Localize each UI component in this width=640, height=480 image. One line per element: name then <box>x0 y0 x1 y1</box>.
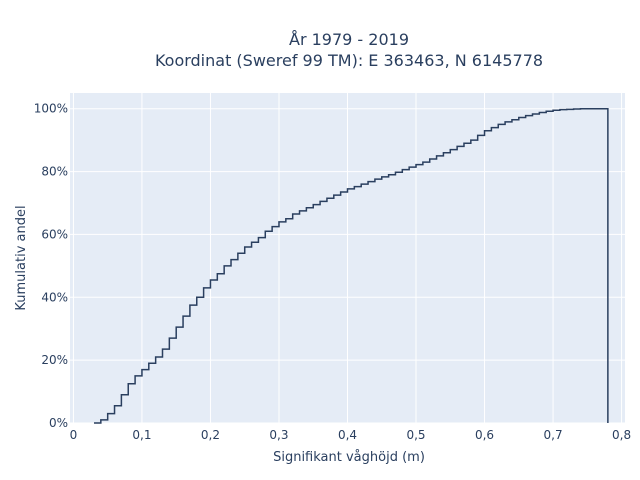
y-tick-label: 40% <box>41 290 68 304</box>
y-tick-label: 60% <box>41 227 68 241</box>
cdf-step-line <box>93 107 609 424</box>
chart-title-line-2: Koordinat (Sweref 99 TM): E 363463, N 61… <box>155 51 543 70</box>
y-tick-label: 100% <box>34 102 68 116</box>
x-tick-label: 0,4 <box>338 428 357 442</box>
x-axis-title: Signifikant våghöjd (m) <box>273 450 425 465</box>
x-tick-label: 0,2 <box>201 428 220 442</box>
x-tick-label: 0,7 <box>544 428 563 442</box>
chart-title-line-1: År 1979 - 2019 <box>289 30 409 49</box>
y-tick-label: 20% <box>41 353 68 367</box>
x-tick-label: 0,6 <box>475 428 494 442</box>
x-tick-label: 0,3 <box>269 428 288 442</box>
x-tick-label: 0 <box>70 428 78 442</box>
x-tick-label: 0,5 <box>406 428 425 442</box>
y-axis-title: Kumulativ andel <box>14 205 29 310</box>
x-tick-label: 0,1 <box>132 428 151 442</box>
grid-lines <box>70 93 625 424</box>
y-axis-ticks: 0% 20% 40% 60% 80% 100% <box>34 102 68 430</box>
y-tick-label: 0% <box>49 416 68 430</box>
y-tick-label: 80% <box>41 165 68 179</box>
x-axis-ticks: 0 0,1 0,2 0,3 0,4 0,5 0,6 0,7 0,8 <box>70 428 632 442</box>
x-tick-label: 0,8 <box>612 428 631 442</box>
